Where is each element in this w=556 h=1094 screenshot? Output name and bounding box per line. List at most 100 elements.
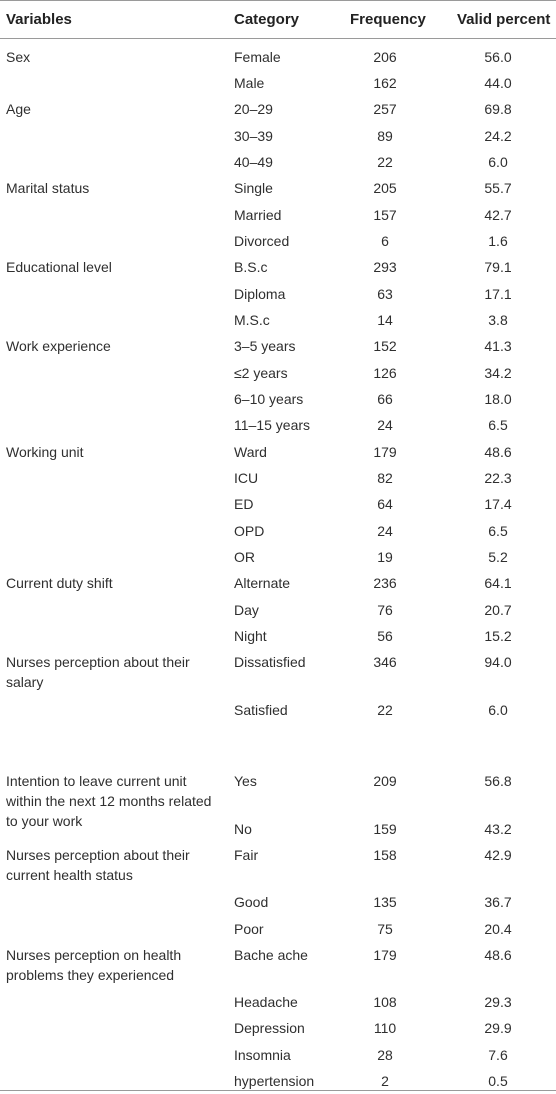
frequency-cell: 75 xyxy=(377,921,393,937)
category-cell: ≤2 years xyxy=(234,365,288,381)
category-cell: Single xyxy=(234,180,273,196)
percent-cell: 17.4 xyxy=(484,496,512,512)
frequency-cell: 293 xyxy=(373,259,397,275)
frequency-cell: 158 xyxy=(373,847,397,863)
percent-cell: 7.6 xyxy=(488,1047,508,1063)
frequency-cell: 108 xyxy=(373,994,397,1010)
percent-cell: 34.2 xyxy=(484,365,512,381)
frequency-cell: 66 xyxy=(377,391,393,407)
percent-cell: 56.8 xyxy=(484,773,512,789)
category-cell: ICU xyxy=(234,470,259,486)
percent-cell: 79.1 xyxy=(484,259,512,275)
frequency-cell: 206 xyxy=(373,49,397,65)
category-cell: hypertension xyxy=(234,1073,315,1089)
frequency-cell: 76 xyxy=(377,602,393,618)
percent-cell: 1.6 xyxy=(488,233,508,249)
percent-cell: 6.5 xyxy=(488,417,508,433)
category-cell: Satisfied xyxy=(234,702,288,718)
percent-cell: 42.7 xyxy=(484,207,512,223)
percent-cell: 43.2 xyxy=(484,821,512,837)
category-cell: Married xyxy=(234,207,282,223)
category-cell: Depression xyxy=(234,1020,305,1036)
percent-cell: 6.5 xyxy=(488,523,508,539)
category-cell: Female xyxy=(234,49,281,65)
category-cell: Divorced xyxy=(234,233,290,249)
frequency-cell: 6 xyxy=(381,233,389,249)
frequency-cell: 236 xyxy=(373,575,397,591)
header-frequency: Frequency xyxy=(350,11,426,28)
frequency-cell: 24 xyxy=(377,523,393,539)
category-cell: No xyxy=(234,821,252,837)
category-cell: 3–5 years xyxy=(234,338,296,354)
frequency-cell: 14 xyxy=(377,312,393,328)
percent-cell: 55.7 xyxy=(484,180,512,196)
frequency-cell: 205 xyxy=(373,180,397,196)
percent-cell: 6.0 xyxy=(488,154,508,170)
category-cell: Diploma xyxy=(234,286,286,302)
category-cell: 20–29 xyxy=(234,101,273,117)
table-bottom-rule xyxy=(0,1090,556,1091)
category-cell: Bache ache xyxy=(234,947,308,963)
header-variables: Variables xyxy=(6,11,72,28)
category-cell: OPD xyxy=(234,523,265,539)
variable-cell: Work experience xyxy=(6,338,111,354)
percent-cell: 18.0 xyxy=(484,391,512,407)
frequency-cell: 89 xyxy=(377,128,393,144)
frequency-cell: 179 xyxy=(373,947,397,963)
frequency-cell: 179 xyxy=(373,444,397,460)
category-cell: Yes xyxy=(234,773,257,789)
frequency-cell: 19 xyxy=(377,549,393,565)
variable-cell: Nurses perception about their current he… xyxy=(6,847,190,883)
category-cell: M.S.c xyxy=(234,312,270,328)
percent-cell: 20.4 xyxy=(484,921,512,937)
variable-cell: Nurses perception about their salary xyxy=(6,654,190,690)
percent-cell: 0.5 xyxy=(488,1073,508,1089)
frequency-cell: 56 xyxy=(377,628,393,644)
frequency-cell: 2 xyxy=(381,1073,389,1089)
frequency-cell: 82 xyxy=(377,470,393,486)
category-cell: Good xyxy=(234,894,269,910)
frequency-cell: 209 xyxy=(373,773,397,789)
category-cell: Night xyxy=(234,628,267,644)
percent-cell: 44.0 xyxy=(484,75,512,91)
percent-cell: 20.7 xyxy=(484,602,512,618)
percent-cell: 64.1 xyxy=(484,575,512,591)
frequency-cell: 152 xyxy=(373,338,397,354)
percent-cell: 24.2 xyxy=(484,128,512,144)
frequency-cell: 157 xyxy=(373,207,397,223)
table-top-rule xyxy=(0,0,556,1)
frequency-cell: 126 xyxy=(373,365,397,381)
percent-cell: 41.3 xyxy=(484,338,512,354)
frequency-cell: 346 xyxy=(373,654,397,670)
percent-cell: 48.6 xyxy=(484,947,512,963)
category-cell: 40–49 xyxy=(234,154,273,170)
category-cell: Day xyxy=(234,602,259,618)
category-cell: Alternate xyxy=(234,575,291,591)
variable-cell: Working unit xyxy=(6,444,84,460)
category-cell: Dissatisfied xyxy=(234,654,306,670)
frequency-cell: 22 xyxy=(377,154,393,170)
frequency-cell: 257 xyxy=(373,101,397,117)
frequency-cell: 63 xyxy=(377,286,393,302)
frequency-cell: 110 xyxy=(373,1020,397,1036)
category-cell: B.S.c xyxy=(234,259,268,275)
category-cell: ED xyxy=(234,496,254,512)
frequency-cell: 162 xyxy=(373,75,397,91)
percent-cell: 17.1 xyxy=(484,286,512,302)
category-cell: OR xyxy=(234,549,255,565)
frequency-cell: 22 xyxy=(377,702,393,718)
percent-cell: 56.0 xyxy=(484,49,512,65)
header-category: Category xyxy=(234,11,300,28)
percent-cell: 15.2 xyxy=(484,628,512,644)
percent-cell: 42.9 xyxy=(484,847,512,863)
category-cell: 11–15 years xyxy=(234,417,311,433)
percent-cell: 94.0 xyxy=(484,654,512,670)
variable-cell: Age xyxy=(6,101,31,117)
frequency-cell: 159 xyxy=(373,821,397,837)
category-cell: Male xyxy=(234,75,265,91)
percent-cell: 29.3 xyxy=(484,994,512,1010)
category-cell: 6–10 years xyxy=(234,391,304,407)
category-cell: Insomnia xyxy=(234,1047,291,1063)
category-cell: Ward xyxy=(234,444,267,460)
variable-cell: Intention to leave current unit within t… xyxy=(6,773,212,829)
